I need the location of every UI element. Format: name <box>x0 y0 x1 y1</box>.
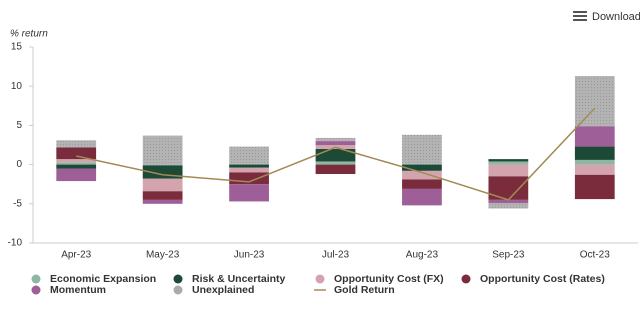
legend-label: Risk & Uncertainty <box>192 273 286 285</box>
bar-segment <box>229 146 269 164</box>
legend-symbol <box>31 285 41 295</box>
bar-segment <box>56 162 97 165</box>
y-tick-label: 10 <box>11 81 23 92</box>
legend-label: Unexplained <box>192 284 254 296</box>
gold-return-line <box>76 107 596 201</box>
bar-segment <box>402 163 442 165</box>
x-tick-label: May-23 <box>146 250 180 261</box>
bar-segment <box>56 168 97 182</box>
download-button[interactable]: Download <box>573 11 640 23</box>
legend-symbol <box>31 274 41 284</box>
bar-segment <box>402 179 442 189</box>
legend-symbol <box>173 285 183 295</box>
bar-segment <box>229 163 269 165</box>
x-tick-label: Apr-23 <box>61 250 91 261</box>
x-tick-label: Jul-23 <box>322 250 350 261</box>
bar-segment <box>402 164 442 171</box>
x-tick-label: Sep-23 <box>492 250 525 261</box>
bar-segment <box>574 159 615 165</box>
legend-symbol <box>173 274 183 284</box>
bar-segment <box>56 164 97 169</box>
bar-segment <box>488 199 529 204</box>
bar-segment <box>488 164 529 177</box>
bar-segment <box>315 141 356 145</box>
bar-segment <box>229 167 269 173</box>
bar-segment <box>574 146 615 160</box>
bar-segment <box>315 137 356 142</box>
y-tick-label: -5 <box>13 198 22 209</box>
legend-symbol <box>315 274 325 284</box>
bar-segment <box>229 184 269 202</box>
bar-segment <box>402 134 442 164</box>
legend-symbol <box>461 274 471 284</box>
legend-label: Opportunity Cost (FX) <box>334 273 444 285</box>
bar-segment <box>574 174 615 200</box>
download-label[interactable]: Download <box>592 11 640 23</box>
x-tick-label: Oct-23 <box>580 250 610 261</box>
bar-segment <box>315 164 356 175</box>
bar-segment <box>488 161 529 165</box>
legend-label: Economic Expansion <box>50 273 156 285</box>
bar-segment <box>488 176 529 200</box>
bar-segment <box>142 164 183 166</box>
bar-segment <box>142 178 183 192</box>
bar-segment <box>574 76 615 127</box>
bar-segment <box>142 191 183 200</box>
legend-label: Momentum <box>50 284 106 296</box>
bar-segment <box>574 126 615 147</box>
y-tick-label: 5 <box>16 120 22 131</box>
legend: Economic Expansion Risk & Uncertainty Oppo… <box>31 273 605 296</box>
bar-segment <box>229 172 269 185</box>
x-tick-label: Aug-23 <box>406 250 439 261</box>
y-tick-label: 0 <box>16 159 22 170</box>
legend-label: Gold Return <box>334 284 395 296</box>
y-axis-label: % return <box>10 29 48 40</box>
bar-segment <box>56 159 97 163</box>
bar-segment <box>488 159 529 162</box>
bar-segment <box>56 140 97 148</box>
y-tick-label: -10 <box>8 238 23 249</box>
bar-segment <box>488 203 529 209</box>
bar-segment <box>229 164 269 168</box>
y-tick-label: 15 <box>11 42 23 53</box>
bar-segment <box>402 170 442 180</box>
bar-segment <box>56 147 97 160</box>
bar-segment <box>574 164 615 175</box>
bar-segment <box>142 135 183 165</box>
bar-segment <box>315 161 356 165</box>
x-tick-label: Jun-23 <box>234 250 265 261</box>
legend-label: Opportunity Cost (Rates) <box>480 273 605 285</box>
bar-segment <box>142 199 183 204</box>
bar-segment <box>402 188 442 206</box>
